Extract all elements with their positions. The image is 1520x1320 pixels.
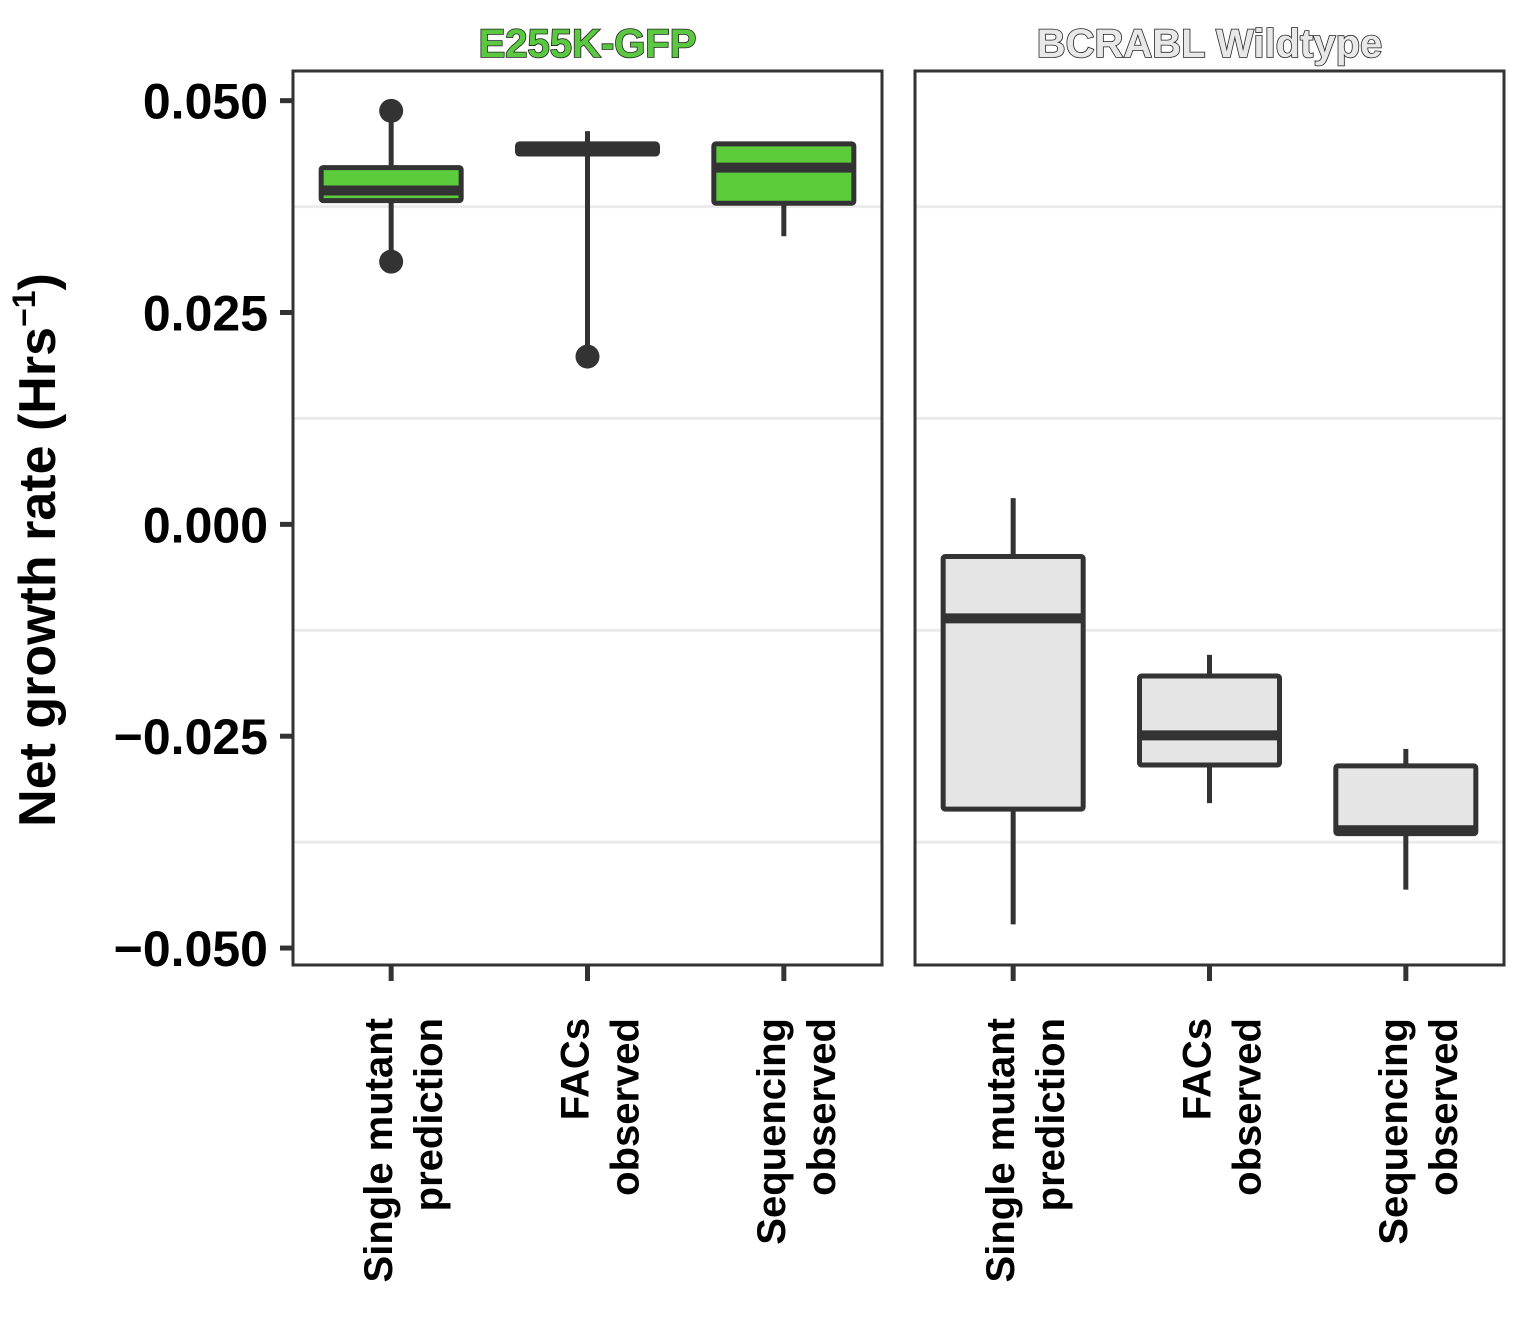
box	[318, 165, 464, 204]
x-tick-label: FACs observed	[1176, 1018, 1270, 1196]
x-tick-label: Sequencing observed	[1372, 1018, 1466, 1245]
x-tick-label-line: Single mutant	[979, 1018, 1023, 1282]
axes: 0.050 0.025 0.000 −0.025 −0.050 E255K-GFP Sing…	[114, 21, 1466, 1282]
x-tick-label-line: Single mutant	[357, 1018, 401, 1282]
x-tick-label-line: Sequencing	[750, 1018, 794, 1245]
x-tick-label: Single mutant prediction	[979, 1018, 1073, 1282]
panel-title: E255K-GFP	[479, 22, 697, 66]
x-tick-label-line: observed	[1226, 1018, 1270, 1196]
x-tick-label: Sequencing observed	[750, 1018, 844, 1245]
panel-title: BCRABL Wildtype	[1037, 22, 1383, 66]
box	[1333, 763, 1479, 837]
y-tick-label: 0.050	[143, 74, 268, 130]
y-axis-title-end: )	[9, 273, 67, 290]
box	[711, 141, 857, 206]
gridlines	[293, 205, 1504, 844]
y-tick-label: −0.025	[114, 709, 268, 765]
x-tick-label-line: FACs	[1176, 1018, 1220, 1120]
y-axis-title: Net growth rate (Hrs−1)	[6, 273, 67, 827]
x-tick-label-line: observed	[604, 1018, 648, 1196]
x-tick-label-line: observed	[800, 1018, 844, 1196]
y-tick-label: 0.025	[143, 286, 268, 342]
x-tick-label: FACs observed	[554, 1018, 648, 1196]
y-axis-title-superscript: −1	[6, 291, 42, 327]
outlier-point	[379, 98, 404, 123]
x-tick-label-line: prediction	[1029, 1018, 1073, 1211]
box	[1137, 673, 1282, 768]
x-tick-label: Single mutant prediction	[357, 1018, 451, 1282]
outlier-point	[575, 344, 600, 369]
outlier-point	[379, 249, 404, 274]
boxes	[318, 98, 1479, 925]
x-tick-label-line: observed	[1422, 1018, 1466, 1196]
y-tick-label: −0.050	[114, 921, 268, 977]
x-tick-label-line: Sequencing	[1372, 1018, 1416, 1245]
box	[940, 554, 1086, 812]
x-tick-label-line: prediction	[407, 1018, 451, 1211]
x-tick-label-line: FACs	[554, 1018, 598, 1120]
y-tick-label: 0.000	[143, 497, 268, 553]
